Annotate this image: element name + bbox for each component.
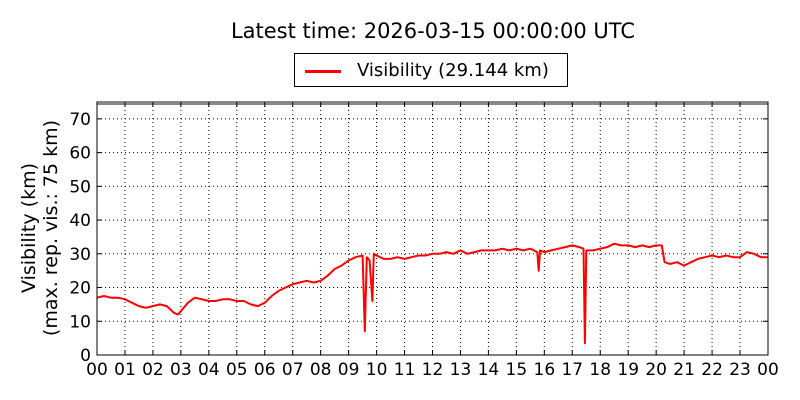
x-tick-label: 21 bbox=[673, 360, 695, 380]
x-tick-label: 05 bbox=[226, 360, 248, 380]
y-tick-label: 50 bbox=[69, 177, 91, 197]
x-tick-label: 14 bbox=[478, 360, 500, 380]
x-tick-label: 16 bbox=[534, 360, 556, 380]
x-tick-label: 17 bbox=[561, 360, 583, 380]
x-tick-label: 22 bbox=[701, 360, 723, 380]
legend: Visibility (29.144 km) bbox=[294, 53, 568, 87]
x-tick-label: 03 bbox=[170, 360, 192, 380]
y-tick-label: 20 bbox=[69, 279, 91, 299]
y-tick-label: 40 bbox=[69, 211, 91, 231]
y-tick-label: 60 bbox=[69, 144, 91, 164]
axes: 0 10 20 30 40 50 60 70 00 01 02 03 04 05 06 07 08 09 10 11 1… bbox=[69, 101, 779, 380]
legend-label: Visibility (29.144 km) bbox=[357, 60, 549, 81]
legend-swatch bbox=[305, 70, 341, 73]
x-tick-label: 20 bbox=[645, 360, 667, 380]
x-tick-label: 09 bbox=[338, 360, 360, 380]
chart-title: Latest time: 2026-03-15 00:00:00 UTC bbox=[230, 19, 636, 43]
x-tick-label: 02 bbox=[142, 360, 164, 380]
x-tick-label: 13 bbox=[450, 360, 472, 380]
x-tick-label: 18 bbox=[589, 360, 611, 380]
y-tick-label: 30 bbox=[69, 245, 91, 265]
x-tick-label: 04 bbox=[198, 360, 220, 380]
x-tick-label: 01 bbox=[114, 360, 136, 380]
plot-frame bbox=[96, 101, 769, 356]
x-tick-label: 08 bbox=[310, 360, 332, 380]
x-tick-label: 00 bbox=[757, 360, 779, 380]
x-tick-label: 12 bbox=[422, 360, 444, 380]
x-tick-label: 06 bbox=[254, 360, 276, 380]
x-tick-label: 19 bbox=[617, 360, 639, 380]
x-tick-label: 00 bbox=[86, 360, 108, 380]
y-tick-label: 70 bbox=[69, 110, 91, 130]
x-tick-label: 15 bbox=[506, 360, 528, 380]
x-tick-label: 11 bbox=[394, 360, 416, 380]
x-tick-label: 10 bbox=[366, 360, 388, 380]
y-tick-label: 0 bbox=[80, 346, 91, 366]
x-tick-label: 07 bbox=[282, 360, 304, 380]
series-layer bbox=[96, 242, 769, 345]
grid bbox=[97, 102, 768, 355]
y-tick-label: 10 bbox=[69, 312, 91, 332]
x-tick-label: 23 bbox=[729, 360, 751, 380]
